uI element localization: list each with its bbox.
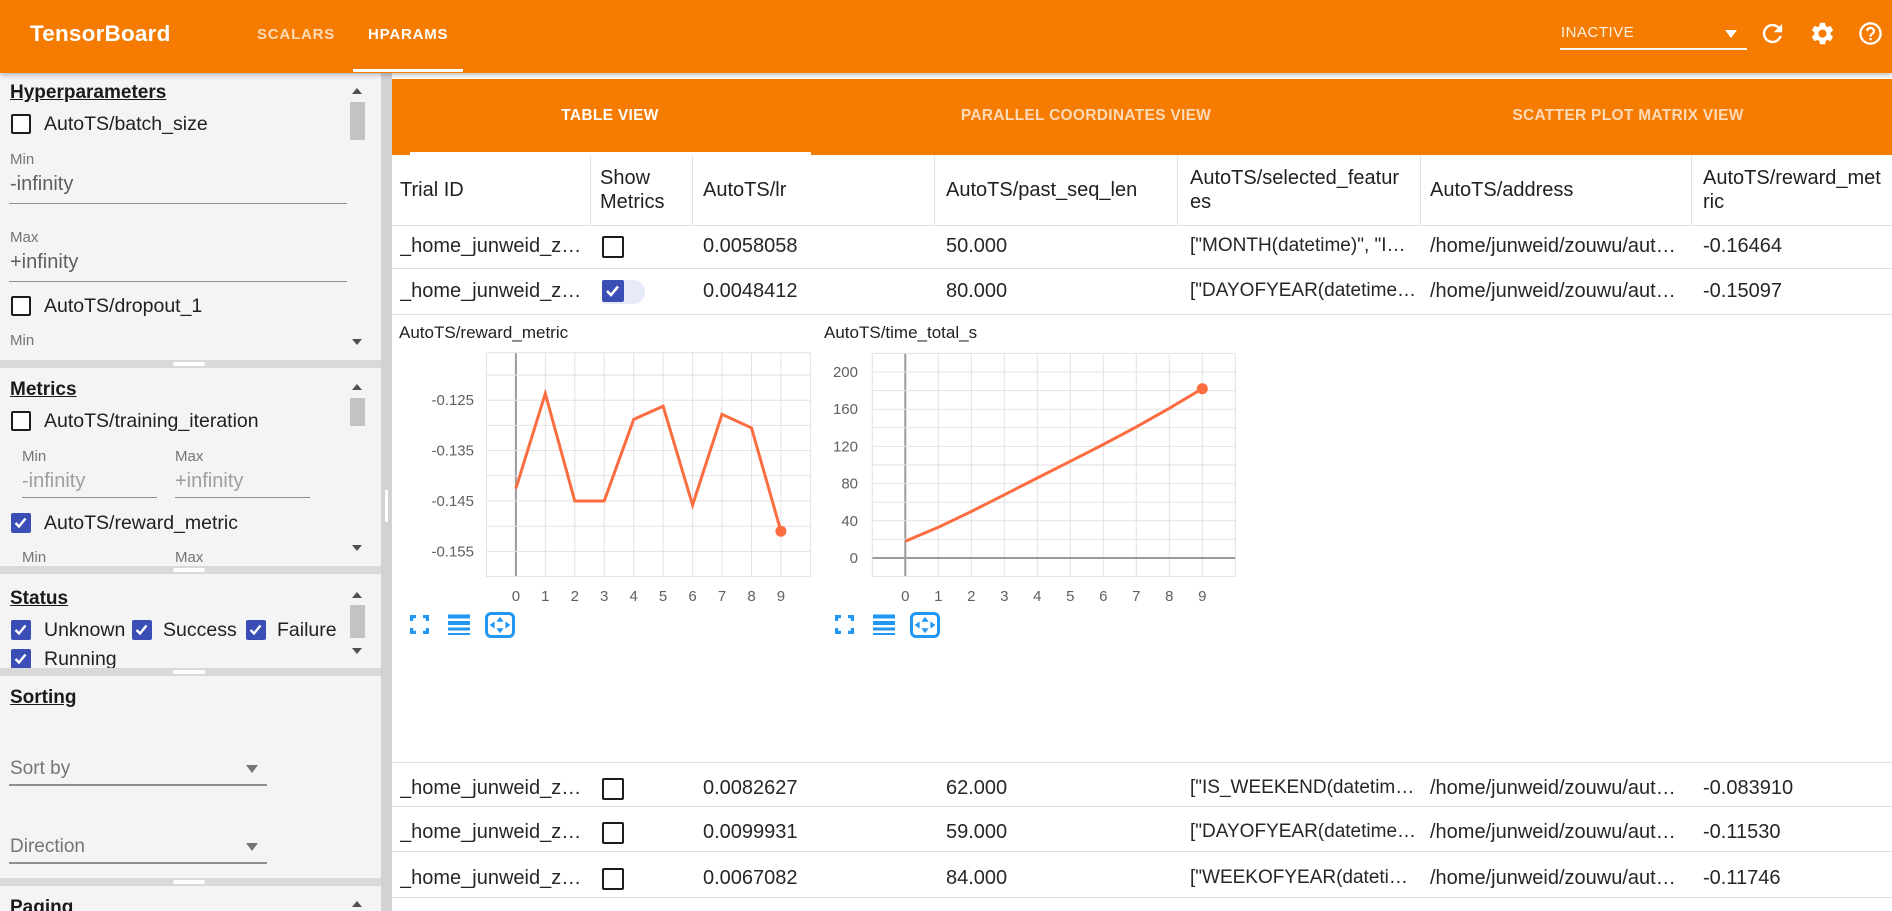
svg-text:4: 4 <box>630 588 638 605</box>
svg-text:1: 1 <box>934 588 942 605</box>
svg-text:0: 0 <box>901 588 909 605</box>
svg-text:120: 120 <box>833 438 858 455</box>
svg-text:200: 200 <box>833 364 858 381</box>
svg-text:5: 5 <box>1066 588 1074 605</box>
svg-text:9: 9 <box>777 588 785 605</box>
svg-text:-0.125: -0.125 <box>431 392 474 409</box>
svg-text:3: 3 <box>600 588 608 605</box>
svg-text:0: 0 <box>512 588 520 605</box>
svg-text:-0.145: -0.145 <box>431 493 474 510</box>
svg-text:6: 6 <box>688 588 696 605</box>
svg-text:0: 0 <box>850 550 858 567</box>
svg-text:7: 7 <box>1132 588 1140 605</box>
svg-text:3: 3 <box>1000 588 1008 605</box>
svg-text:8: 8 <box>747 588 755 605</box>
svg-text:-0.155: -0.155 <box>431 543 474 560</box>
svg-text:9: 9 <box>1198 588 1206 605</box>
svg-text:7: 7 <box>718 588 726 605</box>
svg-text:5: 5 <box>659 588 667 605</box>
svg-text:6: 6 <box>1099 588 1107 605</box>
svg-text:160: 160 <box>833 401 858 418</box>
svg-text:80: 80 <box>841 476 858 493</box>
svg-text:2: 2 <box>967 588 975 605</box>
svg-text:-0.135: -0.135 <box>431 443 474 460</box>
svg-text:1: 1 <box>541 588 549 605</box>
svg-text:40: 40 <box>841 513 858 530</box>
svg-text:8: 8 <box>1165 588 1173 605</box>
svg-text:2: 2 <box>571 588 579 605</box>
svg-text:4: 4 <box>1033 588 1041 605</box>
